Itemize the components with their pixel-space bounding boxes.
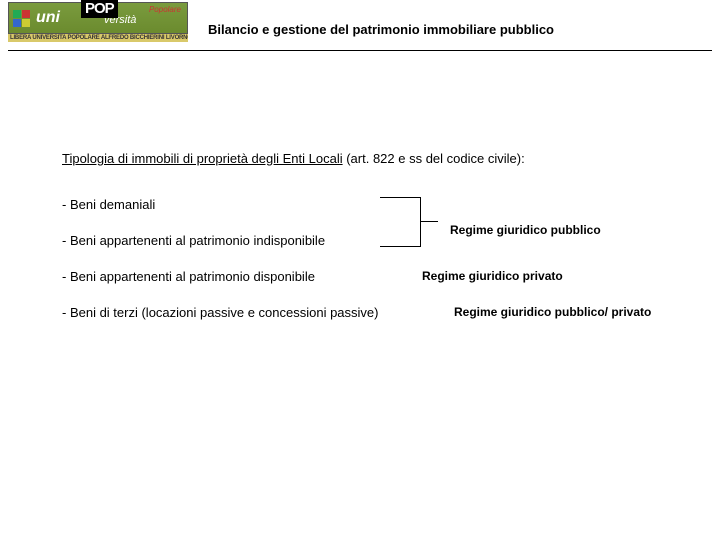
list-item: - Beni appartenenti al patrimonio dispon… bbox=[62, 269, 315, 284]
logo-tagline: LIBERA UNIVERSITA POPOLARE ALFREDO BICCH… bbox=[8, 34, 188, 42]
list-item-text: - Beni di terzi (locazioni passive e con… bbox=[62, 305, 378, 320]
logo-top: uni POP versità Popolare bbox=[8, 2, 188, 34]
logo-uni-text: uni bbox=[36, 9, 60, 27]
logo-squares-icon bbox=[13, 10, 30, 27]
heading-underlined: Tipologia di immobili di proprietà degli… bbox=[62, 151, 343, 166]
header: uni POP versità Popolare LIBERA UNIVERSI… bbox=[8, 0, 712, 51]
heading-rest: (art. 822 e ss del codice civile): bbox=[343, 151, 525, 166]
list-item: - Beni demaniali bbox=[62, 197, 155, 212]
list-item: - Beni di terzi (locazioni passive e con… bbox=[62, 305, 378, 320]
list-item: - Beni appartenenti al patrimonio indisp… bbox=[62, 233, 325, 248]
page-title: Bilancio e gestione del patrimonio immob… bbox=[208, 22, 554, 37]
regime-label: Regime giuridico privato bbox=[422, 269, 563, 283]
regime-label: Regime giuridico pubblico bbox=[450, 223, 601, 237]
section-heading: Tipologia di immobili di proprietà degli… bbox=[62, 151, 525, 166]
logo: uni POP versità Popolare LIBERA UNIVERSI… bbox=[8, 2, 188, 46]
logo-popolare-text: Popolare bbox=[149, 5, 181, 14]
regime-label: Regime giuridico pubblico/ privato bbox=[454, 305, 651, 319]
bracket-tick-icon bbox=[420, 221, 438, 222]
logo-pop-text: POP bbox=[81, 0, 118, 18]
bracket-icon bbox=[380, 197, 421, 247]
